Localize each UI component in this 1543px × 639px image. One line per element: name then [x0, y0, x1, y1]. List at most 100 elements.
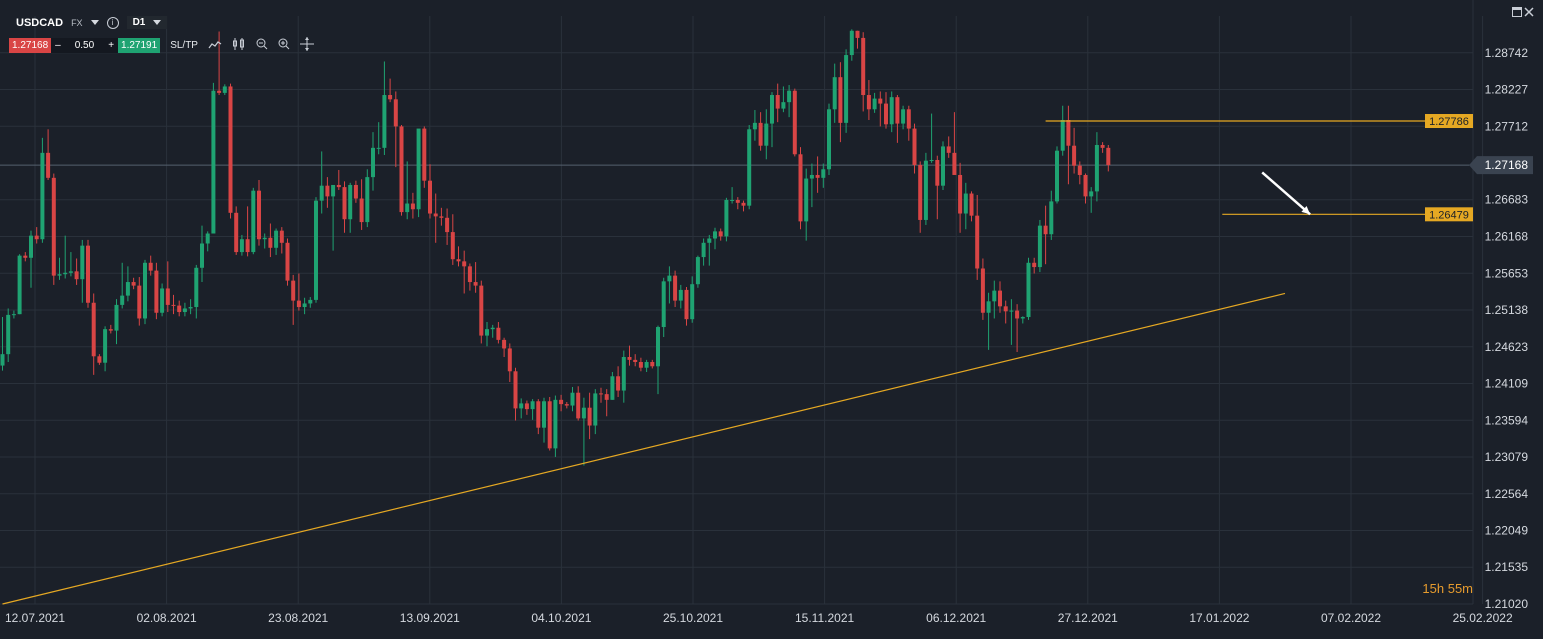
candle-body	[217, 90, 222, 93]
candle-body	[775, 95, 780, 109]
candle-body	[764, 123, 769, 146]
minimize-icon[interactable]	[1512, 6, 1522, 20]
candle-body	[667, 275, 672, 282]
candle-body	[673, 275, 678, 301]
candle-body	[148, 262, 153, 271]
candle-body	[376, 147, 381, 149]
info-icon[interactable]: i	[106, 16, 119, 29]
candle-body	[969, 193, 974, 216]
candle-body	[963, 193, 968, 214]
candle-body	[490, 327, 495, 330]
level-price-tag	[1425, 207, 1473, 222]
candle-body	[542, 401, 546, 428]
candle-body	[1020, 317, 1025, 319]
quantity-value[interactable]: 0.50	[74, 40, 95, 51]
x-tick-label: 25.10.2021	[663, 611, 723, 625]
candle-body	[838, 77, 843, 123]
candle-body	[929, 159, 934, 161]
candle-body	[274, 230, 279, 248]
candle-body	[901, 109, 906, 124]
candle-body	[593, 393, 598, 426]
candle-body	[804, 178, 809, 222]
candle-body	[559, 399, 564, 405]
candle-body	[695, 257, 700, 285]
sltp-button[interactable]: SL/TP	[170, 40, 198, 51]
quantity-stepper[interactable]: – 0.50 +	[51, 38, 119, 53]
close-icon[interactable]	[1524, 6, 1534, 20]
current-price-label: 1.27168	[1485, 158, 1529, 172]
candle-body	[428, 180, 432, 214]
candle-body	[502, 339, 507, 349]
candle-body	[399, 126, 404, 213]
candle-body	[68, 271, 73, 273]
candle-body	[1032, 262, 1037, 268]
candle-body	[11, 314, 16, 316]
y-tick-label: 1.22049	[1485, 524, 1529, 538]
candle-body	[718, 231, 723, 237]
candle-body	[946, 146, 951, 153]
candle-body	[279, 230, 284, 243]
candle-body	[222, 86, 227, 93]
candle-body	[1106, 147, 1111, 165]
candle-body	[194, 267, 199, 308]
candle-body	[51, 177, 56, 276]
candle-body	[519, 403, 524, 409]
candle-body	[319, 185, 324, 201]
candle-body	[935, 159, 940, 186]
sell-price-button[interactable]: 1.27168	[9, 38, 52, 53]
candle-body	[752, 122, 757, 130]
candle-body	[137, 285, 142, 319]
candle-body	[182, 308, 187, 313]
candle-body	[747, 129, 752, 206]
timeframe-select[interactable]: D1	[126, 16, 168, 29]
arrow-head-icon	[1301, 206, 1311, 215]
candle-body	[160, 288, 165, 313]
candle-body	[792, 90, 797, 155]
y-tick-label: 1.24623	[1485, 340, 1529, 354]
candle-body	[1015, 310, 1020, 319]
line-chart-icon[interactable]	[208, 39, 222, 53]
candle-body	[758, 122, 763, 146]
candle-body	[410, 203, 415, 210]
zoom-out-icon[interactable]	[256, 38, 268, 53]
candle-body	[832, 77, 837, 110]
buy-price-button[interactable]: 1.27191	[118, 38, 161, 53]
symbol-name[interactable]: USDCAD	[16, 16, 64, 29]
candle-body	[581, 407, 586, 419]
axes-layer: 1.28742 1.28227 1.27712 1.26683 1.26168 1.256…	[5, 0, 1533, 625]
candle-body	[188, 307, 193, 309]
support-trendline	[2, 292, 1286, 605]
candle-body	[941, 146, 945, 186]
candle-body	[308, 299, 313, 304]
y-tick-label: 1.28742	[1485, 46, 1529, 60]
candle-body	[371, 147, 375, 178]
candle-body	[787, 90, 792, 103]
candle-body	[80, 245, 85, 280]
zoom-in-icon[interactable]	[278, 38, 290, 53]
candle-body	[17, 255, 22, 315]
candle-body	[678, 289, 683, 301]
candle-body	[496, 327, 501, 340]
candle-body	[724, 199, 729, 237]
candle-body	[730, 199, 735, 201]
candle-body	[120, 295, 125, 305]
candle-body	[473, 282, 478, 286]
candle-body	[1077, 165, 1082, 175]
symbol-bar: USDCAD FX i D1	[16, 16, 168, 29]
decrease-button[interactable]: –	[55, 40, 61, 51]
chevron-down-icon[interactable]	[90, 20, 99, 25]
candles-icon[interactable]	[232, 38, 246, 53]
candle-body	[416, 128, 421, 210]
candle-body	[809, 174, 814, 179]
x-tick-label: 07.02.2022	[1321, 611, 1381, 625]
candle-body	[690, 284, 695, 320]
candle-body	[331, 184, 336, 197]
increase-button[interactable]: +	[108, 40, 115, 51]
candle-body	[735, 199, 740, 203]
y-tick-label: 1.26683	[1485, 193, 1529, 207]
candle-body	[866, 95, 871, 110]
crosshair-icon[interactable]	[299, 37, 314, 54]
candle-body	[314, 200, 318, 300]
